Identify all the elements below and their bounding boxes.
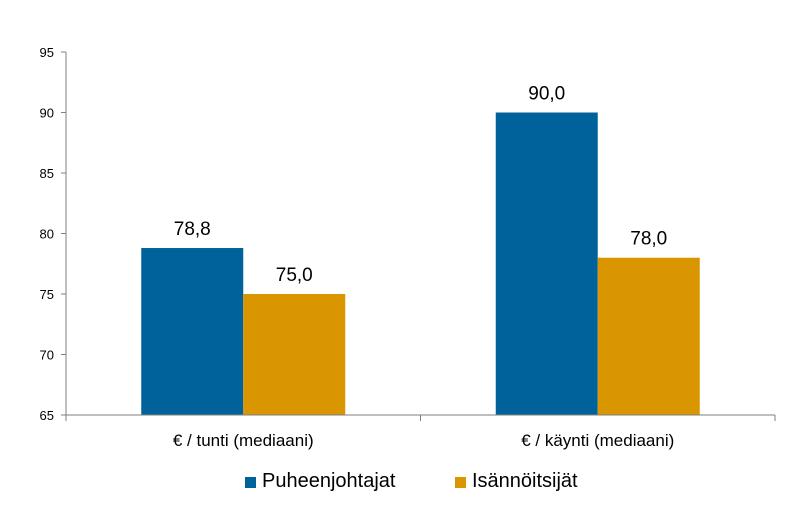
y-tick-label: 70: [40, 348, 54, 363]
legend-label: Puheenjohtajat: [262, 470, 396, 492]
x-category-label: € / käynti (mediaani): [521, 431, 674, 450]
axes-layer: 65 70 75 80 85 90 95: [40, 45, 776, 423]
x-category-label: € / tunti (mediaani): [173, 431, 314, 450]
bar: [495, 112, 598, 415]
y-tick-label: 75: [40, 287, 54, 302]
y-tick-label: 85: [40, 166, 54, 181]
y-tick-label: 90: [40, 106, 54, 121]
data-label: 90,0: [528, 84, 565, 105]
bar: [597, 257, 700, 415]
data-label: 78,8: [174, 219, 211, 240]
bars-layer: [141, 112, 700, 415]
data-label: 78,0: [630, 229, 667, 250]
legend: Puheenjohtajat Isännöitsijät: [245, 470, 578, 492]
y-tick-label: 80: [40, 227, 54, 242]
legend-label: Isännöitsijät: [472, 470, 578, 492]
y-tick-label: 95: [40, 45, 54, 60]
legend-swatch: [455, 477, 466, 488]
data-label: 75,0: [276, 265, 313, 286]
legend-swatch: [245, 477, 256, 488]
labels-layer: 78,8 75,0 € / tunti (mediaani) 90,0 78,0 € / …: [173, 84, 674, 451]
bar: [243, 294, 346, 415]
y-tick-label: 65: [40, 408, 54, 423]
bar: [141, 248, 244, 415]
